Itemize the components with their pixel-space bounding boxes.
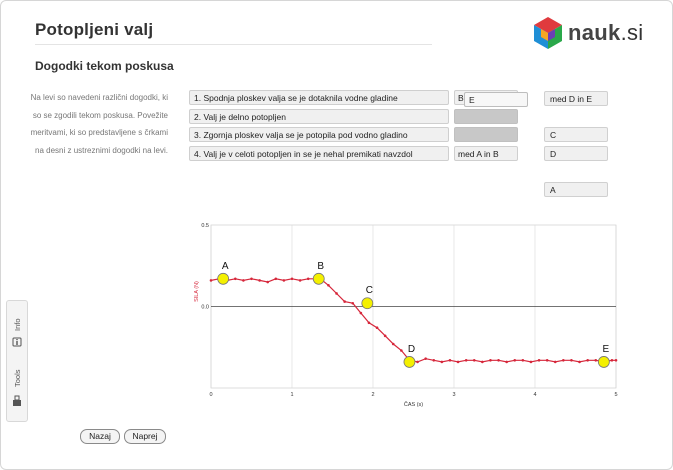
data-point <box>578 360 581 364</box>
info-tab-label[interactable]: Info <box>13 318 22 331</box>
data-point <box>234 277 237 281</box>
x-tick-label: 2 <box>371 392 374 398</box>
data-point <box>481 360 484 364</box>
x-tick-label: 5 <box>614 392 617 398</box>
x-tick-label: 1 <box>290 392 293 398</box>
data-point <box>375 326 379 329</box>
marker-e <box>597 356 610 368</box>
data-point <box>209 279 213 282</box>
x-tick-label: 3 <box>452 392 455 398</box>
marker-label-d: D <box>408 344 415 355</box>
data-point <box>513 358 517 362</box>
y-axis-label: SILA (N) <box>194 281 200 302</box>
tools-icon[interactable] <box>12 395 22 407</box>
data-point <box>464 358 468 362</box>
data-point <box>383 334 387 338</box>
logo-suffix: .si <box>620 20 644 45</box>
nauk-logo-icon <box>534 17 562 49</box>
instructions-text: Na levi so navedeni različni dogodki, ki… <box>30 93 168 155</box>
data-point <box>400 349 403 352</box>
data-point <box>416 360 419 364</box>
data-point <box>570 358 573 362</box>
data-point <box>497 358 500 362</box>
data-point <box>258 279 261 282</box>
data-point <box>343 300 346 303</box>
data-point <box>553 360 557 364</box>
side-toolbar[interactable]: Info Tools <box>6 300 28 422</box>
data-point <box>614 358 618 362</box>
data-point <box>586 358 589 362</box>
dragging-option[interactable]: E <box>464 92 528 107</box>
logo-name: nauk <box>568 20 621 45</box>
marker-b <box>312 272 325 285</box>
x-axis-label: ČAS (s) <box>404 401 423 408</box>
data-point <box>351 301 355 305</box>
option-2[interactable]: C <box>544 127 608 142</box>
y-tick-label: 0.5 <box>201 223 209 229</box>
data-point <box>274 277 278 281</box>
marker-label-e: E <box>603 344 610 355</box>
data-point <box>472 358 476 362</box>
data-point <box>391 342 395 346</box>
event-3: 3. Zgornja ploskev valja se je potopila … <box>189 127 449 142</box>
title-divider <box>35 44 432 45</box>
marker-label-a: A <box>222 261 229 272</box>
data-point <box>242 279 245 282</box>
option-1[interactable]: med D in E <box>544 91 608 106</box>
data-point <box>594 358 598 362</box>
y-tick-label: 0.0 <box>201 305 209 311</box>
data-point <box>440 360 444 364</box>
option-4[interactable]: A <box>544 182 608 197</box>
info-icon[interactable] <box>12 337 22 347</box>
marker-label-c: C <box>366 285 373 296</box>
data-point <box>610 358 614 362</box>
data-point <box>448 358 452 362</box>
marker-d <box>403 356 416 368</box>
data-point <box>250 277 253 281</box>
data-point <box>489 358 492 362</box>
x-tick-label: 4 <box>533 392 536 398</box>
event-1: 1. Spodnja ploskev valja se je dotaknila… <box>189 90 449 105</box>
drop-slot-2[interactable] <box>454 109 518 124</box>
back-button[interactable]: Nazaj <box>80 429 120 444</box>
data-point <box>424 357 427 360</box>
data-point <box>359 311 363 315</box>
option-3[interactable]: D <box>544 146 608 161</box>
data-point <box>266 280 269 284</box>
drop-slot-3[interactable] <box>454 127 518 142</box>
data-point <box>335 292 338 295</box>
section-subtitle: Dogodki tekom poskusa <box>35 59 174 73</box>
drop-slot-4[interactable]: med A in B <box>454 146 518 161</box>
data-point <box>537 358 541 362</box>
data-point <box>529 360 533 364</box>
data-point <box>432 358 436 362</box>
data-point <box>505 360 508 364</box>
data-point <box>282 279 286 282</box>
data-point <box>327 284 330 287</box>
tools-tab-label[interactable]: Tools <box>13 369 22 387</box>
data-point <box>456 360 460 364</box>
data-point <box>298 279 302 282</box>
data-point <box>367 321 371 325</box>
x-tick-label: 0 <box>209 392 212 398</box>
marker-a <box>217 272 230 285</box>
marker-c <box>361 297 374 310</box>
data-point <box>545 358 549 362</box>
data-point <box>562 358 565 362</box>
logo-text: nauk.si <box>568 20 643 46</box>
next-button[interactable]: Naprej <box>124 429 166 444</box>
marker-label-b: B <box>317 261 324 272</box>
data-point <box>290 277 294 281</box>
event-2: 2. Valj je delno potopljen <box>189 109 449 124</box>
page-title: Potopljeni valj <box>35 20 154 39</box>
data-point <box>306 277 310 281</box>
force-time-chart: 0 1 2 3 4 5 0.5 0.0 ČAS (s) SILA (N) A B C D E <box>194 223 618 408</box>
data-point <box>521 358 525 362</box>
event-4: 4. Valj je v celoti potopljen in se je n… <box>189 146 449 161</box>
